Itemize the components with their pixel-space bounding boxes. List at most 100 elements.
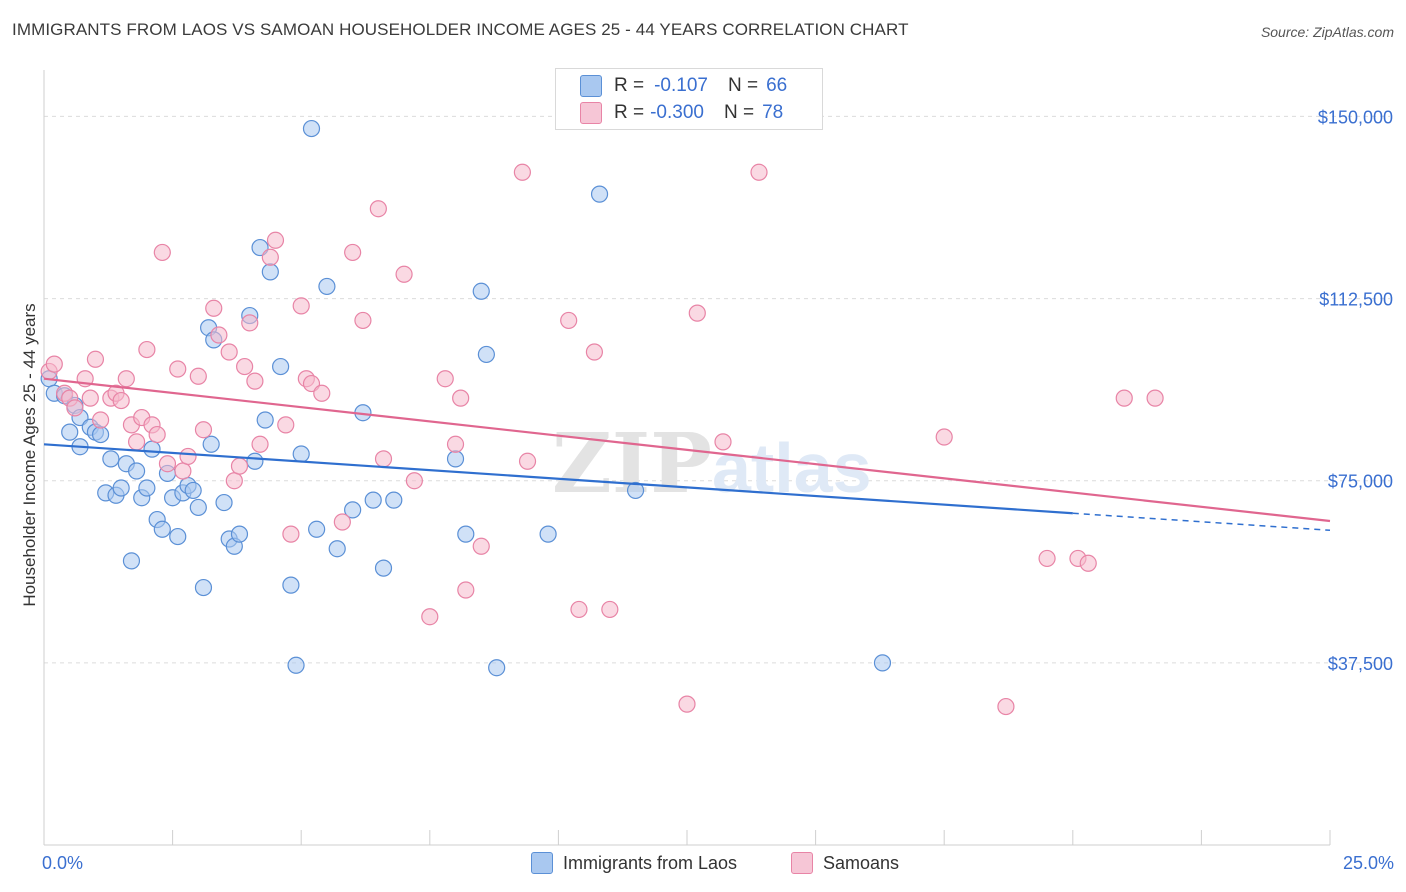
trend-line-laos <box>43 443 1073 515</box>
point-laos <box>292 445 310 463</box>
x-tick-marks <box>43 830 1331 845</box>
point-laos <box>287 656 305 674</box>
point-samoans <box>138 340 156 359</box>
point-samoans <box>374 450 393 468</box>
point-samoans <box>714 433 732 451</box>
point-laos <box>153 520 171 538</box>
stats-row-samoans: R = -0.300 N = 78 <box>580 100 783 126</box>
point-laos <box>112 479 130 497</box>
legend-swatch-laos <box>531 852 553 874</box>
point-samoans <box>210 326 228 344</box>
point-laos <box>194 578 213 597</box>
point-samoans <box>1115 389 1133 407</box>
point-laos <box>272 357 290 376</box>
point-samoans <box>472 537 490 555</box>
point-laos <box>169 527 187 546</box>
point-samoans <box>313 384 331 402</box>
legend-label-samoans: Samoans <box>823 852 900 873</box>
point-samoans <box>333 513 351 531</box>
point-laos <box>189 498 207 517</box>
gridlines <box>44 115 1390 664</box>
stats-n-value-samoans: 78 <box>762 102 784 123</box>
point-samoans <box>405 472 423 490</box>
legend-label-laos: Immigrants from Laos <box>563 852 738 873</box>
point-laos <box>374 559 393 577</box>
point-samoans <box>292 297 310 315</box>
chart-source: Source: ZipAtlas.com <box>1260 24 1394 40</box>
point-samoans <box>225 472 243 490</box>
point-laos <box>477 345 495 364</box>
point-samoans <box>251 435 269 453</box>
point-samoans <box>117 370 135 388</box>
point-samoans <box>446 435 465 453</box>
point-samoans <box>344 243 362 262</box>
point-laos <box>127 462 146 480</box>
point-samoans <box>282 525 300 543</box>
point-samoans <box>457 581 475 599</box>
point-samoans <box>205 299 223 317</box>
y-tick-label: $37,500 <box>1328 654 1393 674</box>
legend-swatch-samoans <box>791 852 813 874</box>
point-laos <box>457 525 475 543</box>
point-samoans <box>189 367 207 385</box>
point-samoans <box>241 314 259 332</box>
point-samoans <box>220 343 238 361</box>
y-tick-label: $75,000 <box>1328 472 1393 492</box>
point-samoans <box>81 389 99 407</box>
stats-legend: R = -0.107 N = 66 R = -0.300 N = 78 <box>555 68 823 130</box>
point-laos <box>626 481 645 500</box>
point-laos <box>138 479 156 497</box>
point-laos <box>122 552 141 570</box>
point-laos <box>446 450 465 468</box>
point-laos <box>590 185 609 203</box>
point-samoans <box>45 355 63 373</box>
point-samoans <box>560 311 578 330</box>
stats-n-value-laos: 66 <box>766 75 788 96</box>
stats-swatch-laos <box>580 75 602 97</box>
point-samoans <box>436 370 454 388</box>
trend-extension-laos <box>1072 512 1331 532</box>
point-laos <box>61 423 79 441</box>
point-samoans <box>112 391 130 410</box>
point-laos <box>364 491 382 509</box>
point-samoans <box>66 399 84 417</box>
stats-r-value-laos: -0.107 <box>654 75 708 96</box>
stats-n-label-laos: N = <box>727 75 759 96</box>
point-laos <box>318 277 336 296</box>
point-laos <box>308 520 326 538</box>
point-laos <box>215 493 233 512</box>
point-samoans <box>1146 389 1164 407</box>
stats-n-label-samoans: N = <box>723 102 755 123</box>
point-samoans <box>1079 554 1097 572</box>
stats-r-value-samoans: -0.300 <box>650 102 704 123</box>
stats-r-label-samoans: R = <box>614 102 645 123</box>
point-laos <box>261 263 279 281</box>
point-samoans <box>518 452 537 470</box>
x-tick-label-min: 0.0% <box>42 853 83 873</box>
point-samoans <box>194 421 213 439</box>
trend-line-samoans <box>43 377 1331 523</box>
y-tick-label: $112,500 <box>1319 290 1393 310</box>
legend-item-samoans[interactable]: Samoans <box>791 852 899 874</box>
point-laos <box>143 440 161 458</box>
point-samoans <box>997 697 1015 716</box>
trend-lines <box>43 377 1331 532</box>
legend-item-laos[interactable]: Immigrants from Laos <box>531 852 737 874</box>
point-samoans <box>1038 549 1056 568</box>
point-samoans <box>277 416 295 434</box>
stats-row-laos: R = -0.107 N = 66 <box>580 73 787 99</box>
point-samoans <box>261 248 279 266</box>
point-samoans <box>230 457 249 475</box>
chart-title: IMMIGRANTS FROM LAOS VS SAMOAN HOUSEHOLD… <box>12 20 909 39</box>
point-samoans <box>395 265 413 283</box>
point-samoans <box>452 389 470 407</box>
point-laos <box>873 654 892 672</box>
stats-swatch-samoans <box>580 102 602 124</box>
point-samoans <box>266 231 285 249</box>
point-laos <box>184 481 202 500</box>
point-laos <box>385 491 403 509</box>
point-samoans <box>169 360 187 378</box>
point-samoans <box>174 462 192 480</box>
point-samoans <box>601 600 619 619</box>
